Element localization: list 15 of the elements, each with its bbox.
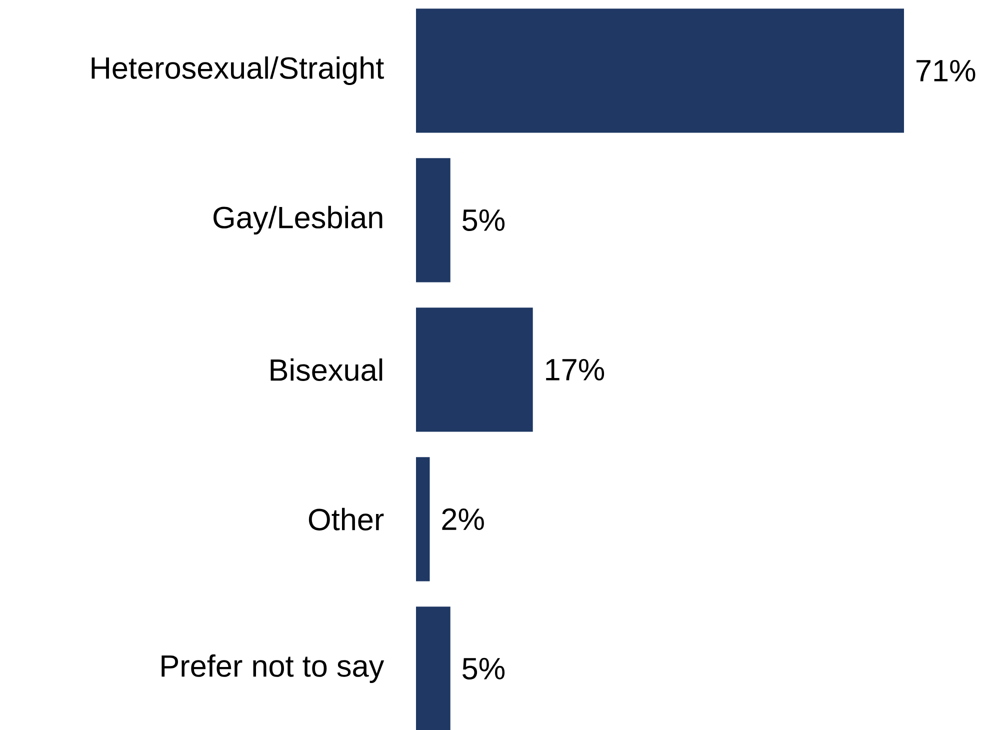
y-tick-label: Heterosexual/Straight bbox=[92, 56, 384, 85]
bar bbox=[416, 308, 533, 432]
data-label: 5% bbox=[462, 658, 505, 680]
bar bbox=[416, 8, 904, 133]
bar bbox=[416, 606, 450, 730]
bar bbox=[416, 158, 450, 282]
y-tick-label: Prefer not to say bbox=[162, 654, 384, 683]
bar bbox=[416, 457, 430, 582]
data-label: 5% bbox=[462, 209, 505, 231]
y-tick-label: Bisexual bbox=[270, 358, 382, 381]
data-label: 17% bbox=[546, 358, 604, 380]
y-tick-label: Other bbox=[308, 508, 384, 530]
y-tick-label: Gay/Lesbian bbox=[214, 206, 382, 234]
data-label: 71% bbox=[916, 60, 976, 82]
data-label: 2% bbox=[442, 508, 484, 530]
